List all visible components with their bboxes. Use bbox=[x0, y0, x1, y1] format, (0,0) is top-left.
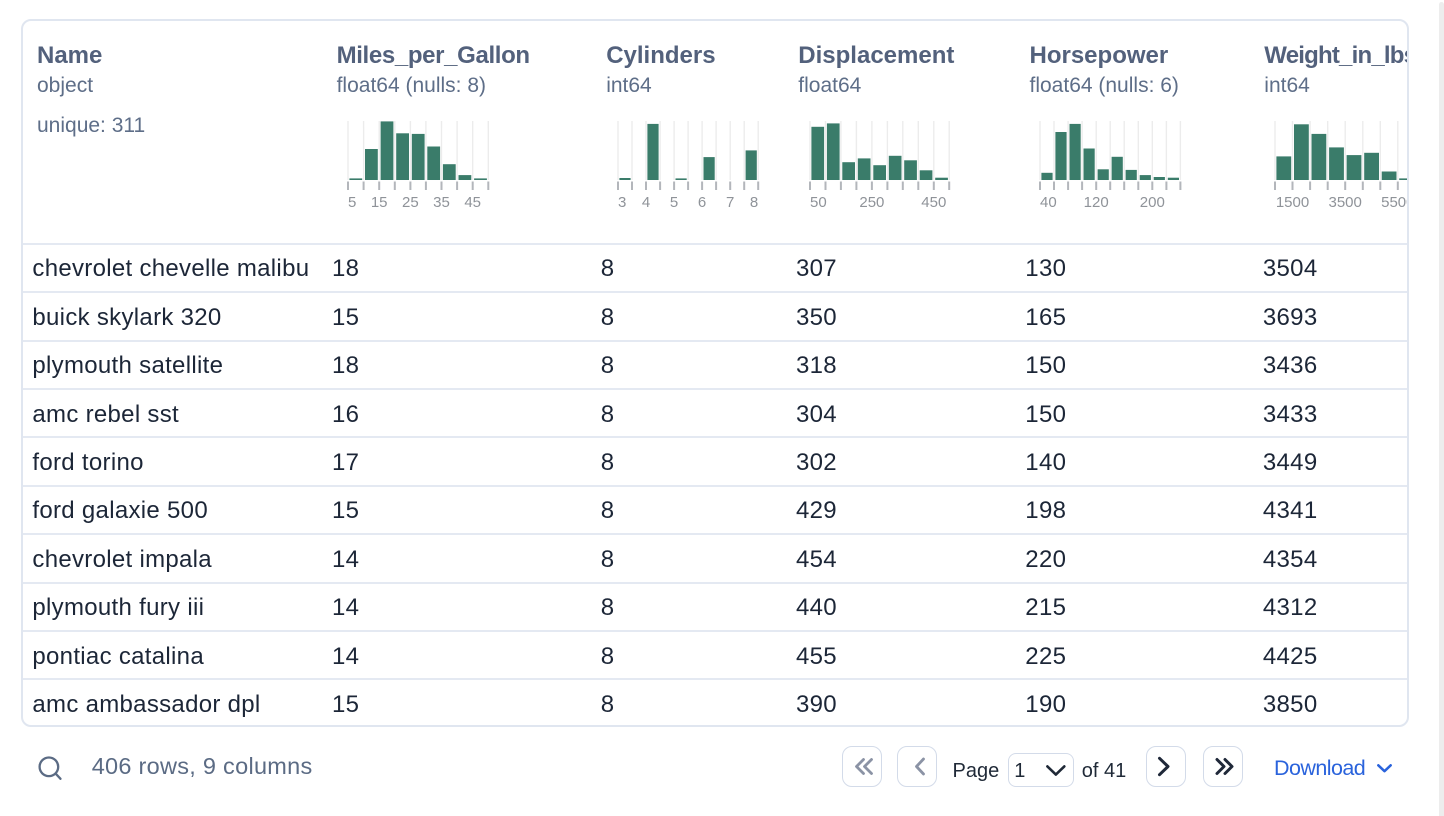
svg-text:15: 15 bbox=[371, 194, 388, 211]
svg-text:7: 7 bbox=[726, 194, 734, 211]
svg-text:120: 120 bbox=[1083, 194, 1108, 211]
svg-text:6: 6 bbox=[698, 194, 706, 211]
svg-text:250: 250 bbox=[859, 194, 884, 211]
svg-text:25: 25 bbox=[402, 194, 419, 211]
svg-text:40: 40 bbox=[1040, 194, 1057, 211]
svg-text:5500: 5500 bbox=[1381, 194, 1409, 211]
svg-text:45: 45 bbox=[465, 194, 482, 211]
svg-text:3: 3 bbox=[618, 194, 626, 211]
svg-text:4: 4 bbox=[641, 194, 649, 211]
svg-text:450: 450 bbox=[921, 194, 946, 211]
svg-text:5: 5 bbox=[670, 194, 678, 211]
svg-text:1500: 1500 bbox=[1275, 194, 1308, 211]
svg-text:5: 5 bbox=[348, 194, 356, 211]
svg-text:8: 8 bbox=[749, 194, 757, 211]
svg-text:200: 200 bbox=[1139, 194, 1164, 211]
svg-text:3500: 3500 bbox=[1328, 194, 1361, 211]
svg-text:50: 50 bbox=[810, 194, 827, 211]
svg-text:35: 35 bbox=[434, 194, 451, 211]
